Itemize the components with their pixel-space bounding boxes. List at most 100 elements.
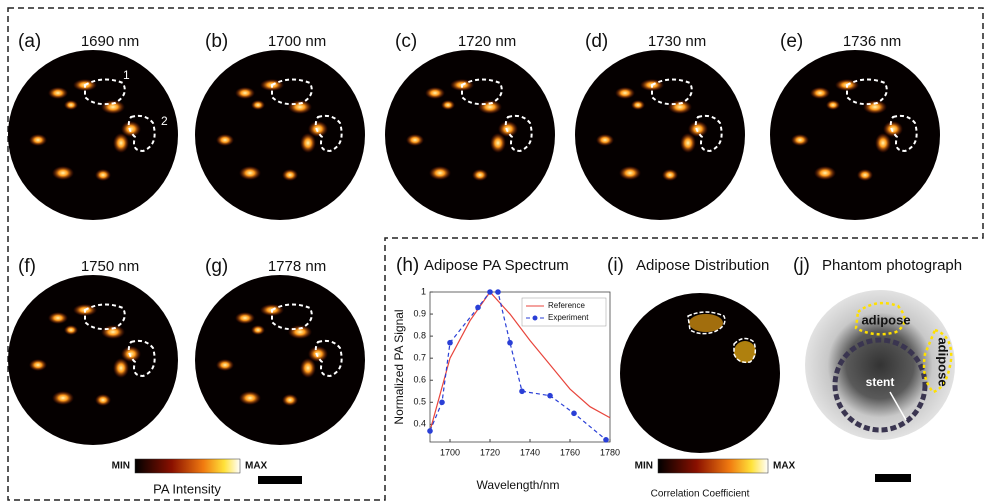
data-point xyxy=(487,289,493,295)
data-point xyxy=(427,428,433,434)
signal xyxy=(29,134,47,146)
region-label: 1 xyxy=(123,68,130,82)
signal xyxy=(814,166,836,180)
y-axis-label: Normalized PA Signal xyxy=(392,309,406,424)
data-point xyxy=(447,339,453,346)
signal xyxy=(791,134,809,146)
legend-marker xyxy=(532,315,538,321)
panel-frame xyxy=(7,7,984,501)
signal xyxy=(121,121,141,137)
x-tick-label: 1700 xyxy=(440,447,460,457)
region-outline xyxy=(127,114,156,153)
spectrum-chart: (h) Adipose PA Spectrum Wavelength/nm No… xyxy=(392,255,620,492)
region-outline xyxy=(84,303,126,331)
region-outline xyxy=(694,114,723,153)
y-tick-label: 0.9 xyxy=(413,308,426,318)
adipose-region xyxy=(689,314,723,332)
signal xyxy=(48,87,68,99)
scale-bar xyxy=(258,476,302,484)
signal xyxy=(282,169,298,181)
signal xyxy=(288,325,312,339)
panel-title: 1690 nm xyxy=(81,33,139,50)
chart-title: Adipose PA Spectrum xyxy=(424,257,569,274)
signal xyxy=(615,87,635,99)
y-tick-label: 0.7 xyxy=(413,353,426,363)
legend-box xyxy=(521,297,607,327)
signal xyxy=(596,134,614,146)
stent xyxy=(832,337,928,433)
adipose-region xyxy=(734,341,756,363)
panel-label: (g) xyxy=(205,256,228,277)
signal xyxy=(251,325,265,335)
signal xyxy=(101,325,125,339)
signal xyxy=(300,133,316,153)
signal xyxy=(810,87,830,99)
legend-label: Reference xyxy=(548,301,585,310)
region-outline xyxy=(504,114,533,153)
region-outline xyxy=(84,78,126,106)
image-panels: (a) 1690 nm 1 2 (b) 1700 nm (c) 1720 nm (d) 1730 … xyxy=(8,31,940,445)
signal xyxy=(95,169,111,181)
signal xyxy=(300,358,316,378)
region-outline xyxy=(651,78,693,106)
signal xyxy=(668,100,692,114)
panel-label: (i) xyxy=(607,255,624,276)
signal xyxy=(441,100,455,110)
signal xyxy=(64,325,78,335)
signal xyxy=(826,100,840,110)
pa-colorbar xyxy=(134,458,241,474)
correlation-colorbar xyxy=(657,458,769,474)
region-outline xyxy=(687,311,726,335)
panel-label: (h) xyxy=(396,255,419,276)
y-tick-label: 0.6 xyxy=(413,375,426,385)
signal xyxy=(288,100,312,114)
signal xyxy=(52,166,74,180)
signal xyxy=(662,169,678,181)
panel-title: Phantom photograph xyxy=(822,257,962,274)
panel-label: (f) xyxy=(18,256,36,277)
x-tick-label: 1720 xyxy=(480,447,500,457)
panel-title: 1700 nm xyxy=(268,33,326,50)
region-outline xyxy=(889,114,918,153)
adipose-outline xyxy=(854,301,906,336)
signal xyxy=(425,87,445,99)
signal xyxy=(631,100,645,110)
colorbar-max: MAX xyxy=(245,461,268,472)
colorbar-label: PA Intensity xyxy=(153,481,221,496)
signal xyxy=(688,121,708,137)
signal xyxy=(239,391,261,405)
phantom-photo xyxy=(805,290,955,440)
region-outline xyxy=(271,303,313,331)
signal xyxy=(113,133,129,153)
y-tick-label: 0.4 xyxy=(413,419,426,429)
signal xyxy=(619,166,641,180)
data-point xyxy=(495,289,501,295)
colorbar-max: MAX xyxy=(773,461,796,472)
panel-label: (e) xyxy=(780,31,803,52)
signal xyxy=(121,346,141,362)
y-tick-label: 0.5 xyxy=(413,397,426,407)
x-axis-label: Wavelength/nm xyxy=(477,478,560,492)
signal xyxy=(235,312,255,324)
y-tick-label: 1 xyxy=(421,286,426,296)
signal xyxy=(863,100,887,114)
colorbar-min: MIN xyxy=(112,461,130,472)
signal xyxy=(472,169,488,181)
signal xyxy=(101,100,125,114)
signal xyxy=(251,100,265,110)
signal xyxy=(216,359,234,371)
photo-label: adipose xyxy=(936,337,951,386)
panel-title: Adipose Distribution xyxy=(636,257,769,274)
scale-bar xyxy=(875,474,911,482)
legend-label: Experiment xyxy=(548,313,589,322)
signal xyxy=(875,133,891,153)
panel-label: (a) xyxy=(18,31,41,52)
signal xyxy=(239,166,261,180)
panel-title: 1736 nm xyxy=(843,33,901,50)
region-outline xyxy=(314,339,343,378)
signal xyxy=(216,134,234,146)
data-point xyxy=(603,436,609,443)
region-outline xyxy=(271,78,313,106)
region-outline xyxy=(461,78,503,106)
